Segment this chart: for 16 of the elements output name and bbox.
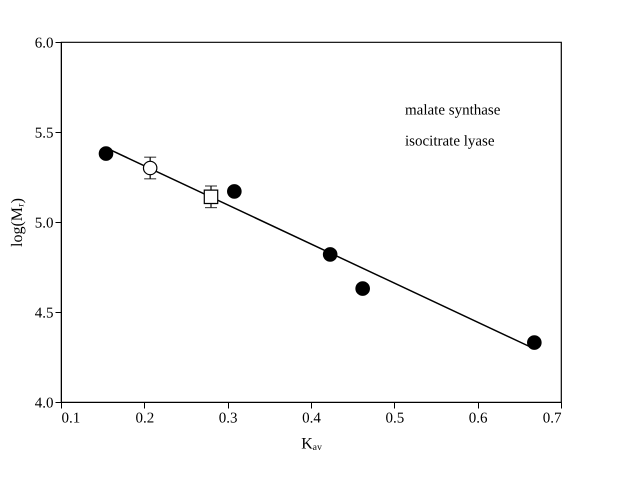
- x-tick-label: 0.2: [135, 410, 154, 426]
- y-axis-title: log(Mᵣ): [8, 198, 26, 247]
- text: malate synthase: [405, 102, 501, 118]
- x-tick-label: 0.4: [302, 410, 322, 426]
- y-tick-label: 5.5: [34, 126, 54, 142]
- x-tick-label: 0.1: [62, 410, 80, 426]
- y-tick-label: 4.0: [34, 396, 54, 412]
- y-tick-label: 4.5: [34, 306, 54, 322]
- y-tick-label: 6.0: [34, 36, 54, 52]
- x-axis-title: Kₐᵥ: [301, 436, 322, 452]
- x-tick-label: 0.6: [468, 410, 488, 426]
- x-tick-label: 0.5: [385, 410, 404, 426]
- y-tick-label: 5.0: [34, 216, 54, 232]
- x-tick-label: 0.7: [542, 410, 562, 426]
- text: isocitrate lyase: [405, 134, 495, 150]
- x-tick-label: 0.3: [218, 410, 238, 426]
